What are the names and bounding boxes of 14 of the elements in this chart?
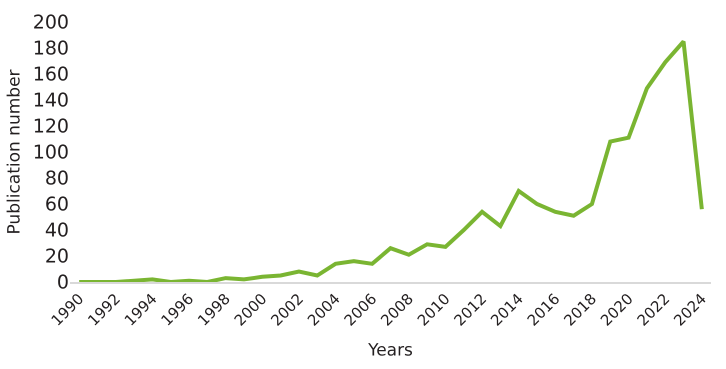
y-tick-label: 120 — [32, 116, 69, 138]
y-tick-label: 20 — [44, 246, 69, 268]
y-tick-label: 180 — [32, 38, 69, 60]
y-axis-title: Publication number — [4, 69, 24, 235]
y-tick-label: 0 — [56, 272, 69, 294]
y-tick-label: 100 — [32, 142, 69, 164]
y-tick-label: 160 — [32, 64, 69, 86]
y-tick-label: 60 — [44, 194, 69, 216]
y-tick-label: 40 — [44, 220, 69, 242]
y-tick-label: 200 — [32, 12, 69, 34]
x-axis-title: Years — [367, 340, 414, 361]
y-tick-label: 80 — [44, 168, 69, 190]
y-tick-label: 140 — [32, 90, 69, 112]
line-series — [77, 40, 704, 282]
